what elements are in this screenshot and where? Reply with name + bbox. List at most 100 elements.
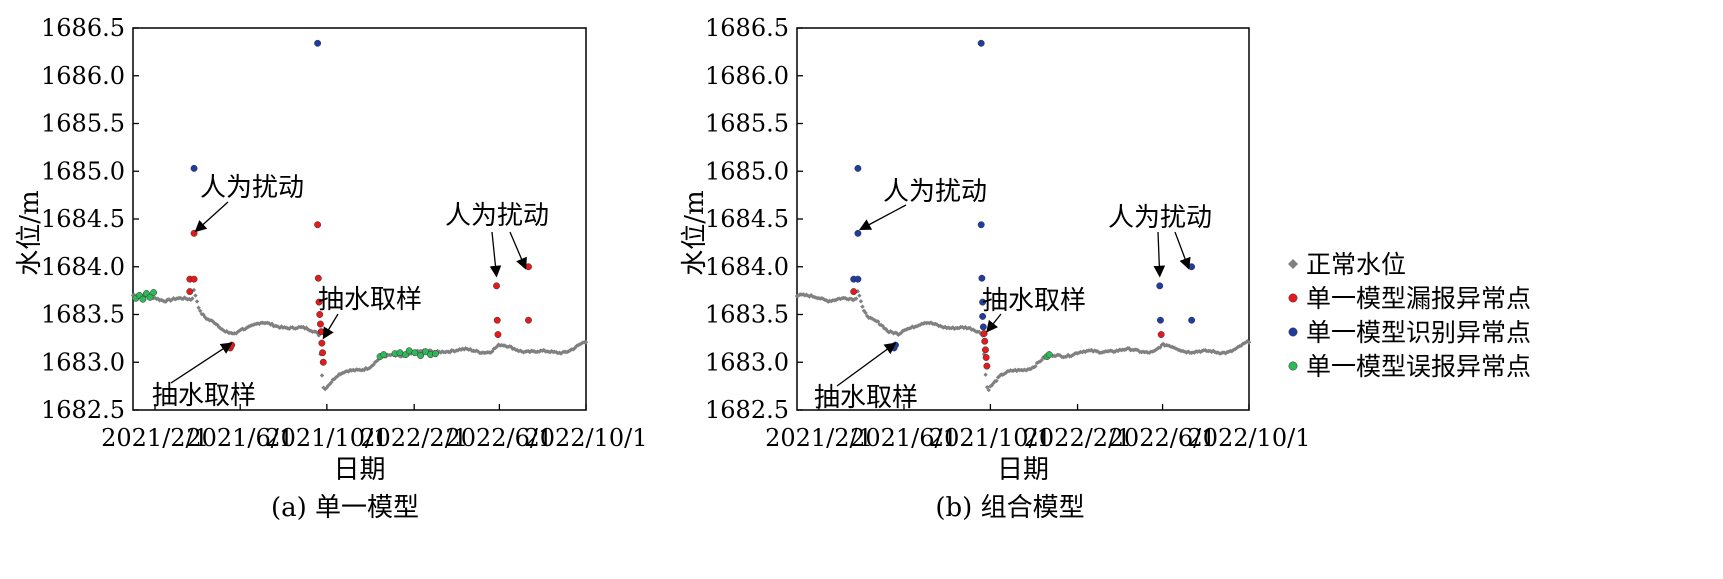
series-false-alarm bbox=[1043, 351, 1053, 360]
normal-point bbox=[875, 319, 881, 324]
normal-point bbox=[917, 322, 923, 328]
normal-point bbox=[995, 375, 1001, 380]
data-point bbox=[318, 339, 326, 347]
normal-point bbox=[961, 325, 966, 331]
legend-label: 单一模型误报异常点 bbox=[1306, 352, 1531, 381]
data-point bbox=[190, 275, 198, 283]
normal-point bbox=[805, 293, 811, 298]
normal-point bbox=[813, 295, 818, 300]
normal-point bbox=[983, 372, 988, 377]
data-point bbox=[1156, 282, 1164, 290]
y-axis-title: 水位/m bbox=[15, 190, 45, 275]
normal-point bbox=[1080, 350, 1085, 355]
normal-point bbox=[1022, 367, 1027, 372]
x-tick-label: 2021/10/1 bbox=[265, 424, 388, 452]
x-tick-label: 2022/6/1 bbox=[1109, 424, 1217, 452]
normal-point bbox=[994, 378, 999, 384]
x-tick-label: 2021/2/1 bbox=[101, 424, 209, 452]
x-tick-label: 2021/6/1 bbox=[850, 424, 958, 452]
data-point bbox=[314, 221, 322, 229]
panel-caption: (a) 单一模型 bbox=[271, 493, 419, 523]
x-axis-title: 日期 bbox=[333, 455, 385, 485]
normal-point bbox=[526, 348, 531, 354]
y-tick-label: 1682.5 bbox=[705, 396, 789, 424]
normal-point bbox=[1003, 370, 1009, 376]
normal-point bbox=[1170, 344, 1175, 350]
data-point bbox=[977, 221, 985, 229]
normal-point bbox=[1002, 371, 1007, 377]
y-tick-label: 1685.5 bbox=[705, 110, 789, 138]
normal-point bbox=[858, 299, 864, 304]
normal-water-level-series bbox=[794, 289, 1252, 393]
data-point bbox=[411, 349, 419, 357]
y-tick-label: 1685.0 bbox=[705, 157, 789, 185]
normal-point bbox=[511, 346, 517, 351]
normal-point bbox=[838, 296, 843, 302]
panel-a-single-model: 1682.5 1683.0 1683.5 1684.0 1684.5 1685.0 1685… bbox=[15, 14, 648, 523]
data-point bbox=[417, 352, 425, 360]
normal-point bbox=[1036, 359, 1041, 365]
normal-point bbox=[196, 305, 201, 310]
normal-point bbox=[205, 317, 211, 322]
normal-point bbox=[825, 299, 831, 304]
normal-point bbox=[1207, 348, 1213, 354]
normal-point bbox=[1171, 345, 1177, 351]
data-point bbox=[978, 274, 986, 282]
normal-point bbox=[1066, 352, 1071, 358]
normal-point bbox=[854, 296, 859, 301]
normal-point bbox=[1246, 340, 1252, 345]
x-tick-label: 2021/6/1 bbox=[186, 424, 294, 452]
normal-point bbox=[1092, 348, 1097, 353]
data-point bbox=[150, 289, 158, 296]
data-point bbox=[315, 298, 323, 306]
y-tick-label: 1686.5 bbox=[705, 14, 789, 42]
data-point bbox=[314, 274, 322, 282]
data-point bbox=[1188, 316, 1196, 324]
data-point bbox=[1045, 351, 1053, 359]
normal-point bbox=[877, 322, 882, 327]
normal-point bbox=[1028, 366, 1033, 372]
normal-point bbox=[574, 343, 579, 349]
y-tick-label: 1684.0 bbox=[705, 253, 789, 281]
normal-point bbox=[984, 384, 990, 390]
data-point bbox=[850, 288, 858, 296]
normal-point bbox=[549, 348, 554, 354]
annotation-label: 抽水取样 bbox=[982, 286, 1086, 316]
data-point bbox=[1156, 316, 1164, 324]
normal-point bbox=[1058, 353, 1063, 358]
normal-point bbox=[583, 340, 589, 345]
normal-point bbox=[1136, 348, 1141, 353]
normal-point bbox=[1115, 348, 1121, 354]
legend-label: 正常水位 bbox=[1306, 250, 1406, 279]
normal-point bbox=[1023, 368, 1029, 373]
data-point bbox=[493, 316, 501, 324]
y-tick-label: 1686.0 bbox=[705, 62, 789, 90]
series-detected bbox=[850, 39, 1196, 352]
normal-point bbox=[169, 297, 175, 302]
normal-point bbox=[863, 310, 868, 316]
annotation-label: 抽水取样 bbox=[318, 285, 422, 315]
y-axis-title: 水位/m bbox=[680, 190, 710, 275]
data-point bbox=[979, 312, 987, 320]
annotation-arrow bbox=[1174, 231, 1191, 270]
normal-point bbox=[849, 296, 854, 302]
annotation-label: 人为扰动 bbox=[445, 201, 549, 231]
normal-point bbox=[579, 341, 584, 346]
normal-point bbox=[819, 295, 825, 301]
normal-point bbox=[1157, 345, 1163, 350]
normal-point bbox=[197, 308, 203, 314]
normal-point bbox=[1064, 354, 1069, 359]
data-point bbox=[979, 323, 987, 331]
x-tick-label: 2022/6/1 bbox=[445, 424, 553, 452]
data-point bbox=[982, 354, 990, 361]
y-tick-label: 1686.5 bbox=[41, 14, 125, 42]
y-tick-label: 1686.0 bbox=[41, 62, 125, 90]
y-tick-label: 1683.5 bbox=[705, 301, 789, 329]
data-point bbox=[314, 39, 322, 47]
normal-point bbox=[1221, 350, 1227, 355]
normal-point bbox=[997, 373, 1002, 379]
x-tick-label: 2021/2/1 bbox=[765, 424, 873, 452]
normal-point bbox=[182, 295, 187, 300]
normal-point bbox=[1198, 349, 1203, 355]
normal-point bbox=[1212, 349, 1217, 355]
